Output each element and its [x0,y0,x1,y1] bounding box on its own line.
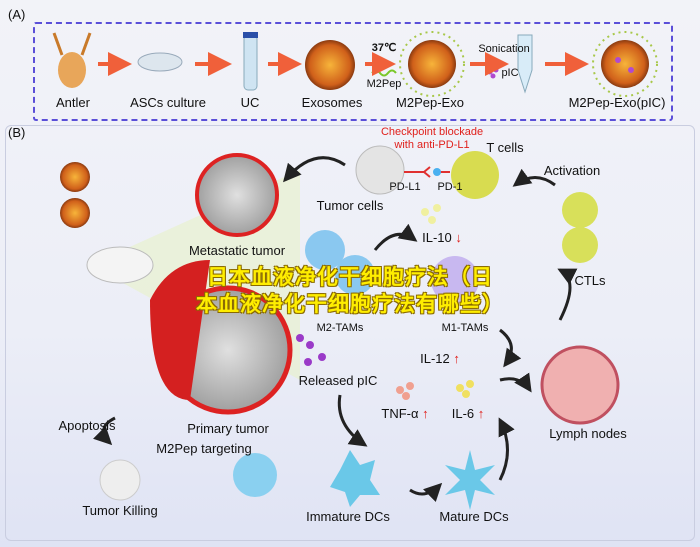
m1-tams-label: M1-TAMs [441,322,489,334]
blood-vessel [150,260,210,400]
nanoparticle-icon [60,198,90,228]
step-label: M2Pep-Exo [396,95,464,110]
tnf-text: TNF-α [381,406,419,421]
ctls-label: CTLs [574,273,606,288]
t-cell-icon [451,151,499,199]
panel-a-label: (A) [8,7,26,22]
step-label: M2Pep-Exo(pIC) [568,95,666,110]
il12-text: IL-12 [420,351,450,366]
mouse-icon [86,246,154,284]
step-label: ASCs culture [130,95,206,110]
step-label: Exosomes [301,95,363,110]
ctl-icon [562,227,598,263]
pic-particles [296,334,326,366]
targeted-macrophage-icon [233,453,277,497]
down-arrow-icon: ↓ [455,230,462,245]
watermark-text: 日本血液净化干细胞疗法（日 [207,265,493,289]
il6-cytokines [456,380,474,398]
checkpoint-label: Checkpoint blockade [380,126,484,138]
eppendorf-tube-icon [517,34,533,94]
lymph-node-icon [540,345,620,425]
panel-a-frame [33,22,673,121]
watermark-text: 本血液净化干细胞疗法有哪些） [196,292,504,316]
il6-label: IL-6 ↑ [452,406,485,421]
culture-dish-icon [137,52,183,72]
up-arrow-icon: ↑ [422,406,429,421]
m2pep-exo-pic-icon [592,31,658,97]
m2-tam-icon [335,255,375,295]
up-arrow-icon: ↑ [477,406,485,421]
mature-dc-icon [445,450,495,510]
tnf-cytokines [396,382,414,400]
temperature-label: 37℃ [371,42,397,54]
pd-l1-pd-1-binding [404,166,450,178]
panel-b-frame [5,125,695,541]
t-cells-label: T cells [486,140,524,155]
nanoparticle-icon [60,162,90,192]
tumor-killing-label: Tumor Killing [82,503,158,518]
exosome-icon [305,40,355,90]
activation-label: Activation [543,163,601,178]
metastatic-tumor-label: Metastatic tumor [188,243,286,258]
pathway-arrows [93,156,578,502]
immature-dc-icon [330,450,380,507]
il6-text: IL-6 [451,406,475,421]
checkpoint-label: with anti-PD-L1 [394,139,470,151]
lymph-nodes-label: Lymph nodes [549,426,627,441]
il10-cytokines [421,204,441,224]
panel-b-label: (B) [8,125,26,140]
step-label: UC [240,95,260,110]
immature-dcs-label: Immature DCs [306,509,390,524]
m2pep-targeting-label: M2Pep targeting [156,441,252,456]
il10-text: IL-10 [422,230,452,245]
tumor-cells-label: Tumor cells [316,198,384,213]
tnf-label: TNF-α ↑ [381,406,428,421]
m1-tam-icon [431,256,479,304]
deer-icon [52,32,92,88]
cargo-label: pIC [501,67,519,79]
il12-label: IL-12 ↑ [420,351,460,366]
dead-tumor-cell-icon [99,459,141,501]
mature-dcs-label: Mature DCs [439,509,509,524]
m2pep-exo-icon [399,31,465,97]
step-label: Antler [56,95,90,110]
centrifuge-tube-icon [243,32,258,91]
peptide-label: M2Pep [366,78,402,90]
primary-tumor-label: Primary tumor [187,421,269,436]
pd-l1-label: PD-L1 [389,181,421,193]
ctl-icon [562,192,598,228]
il10-label: IL-10 ↓ [422,230,462,245]
m2-tam-icon [305,230,345,270]
tumor-cell-icon [355,145,405,195]
apoptosis-label: Apoptosis [58,418,116,433]
pd-1-label: PD-1 [437,181,463,193]
m2-tams-label: M2-TAMs [316,322,364,334]
released-pic-label: Released pIC [298,373,378,388]
metastatic-tumor-icon [195,153,279,237]
up-arrow-icon: ↑ [453,351,460,366]
sonication-label: Sonication [478,43,530,55]
